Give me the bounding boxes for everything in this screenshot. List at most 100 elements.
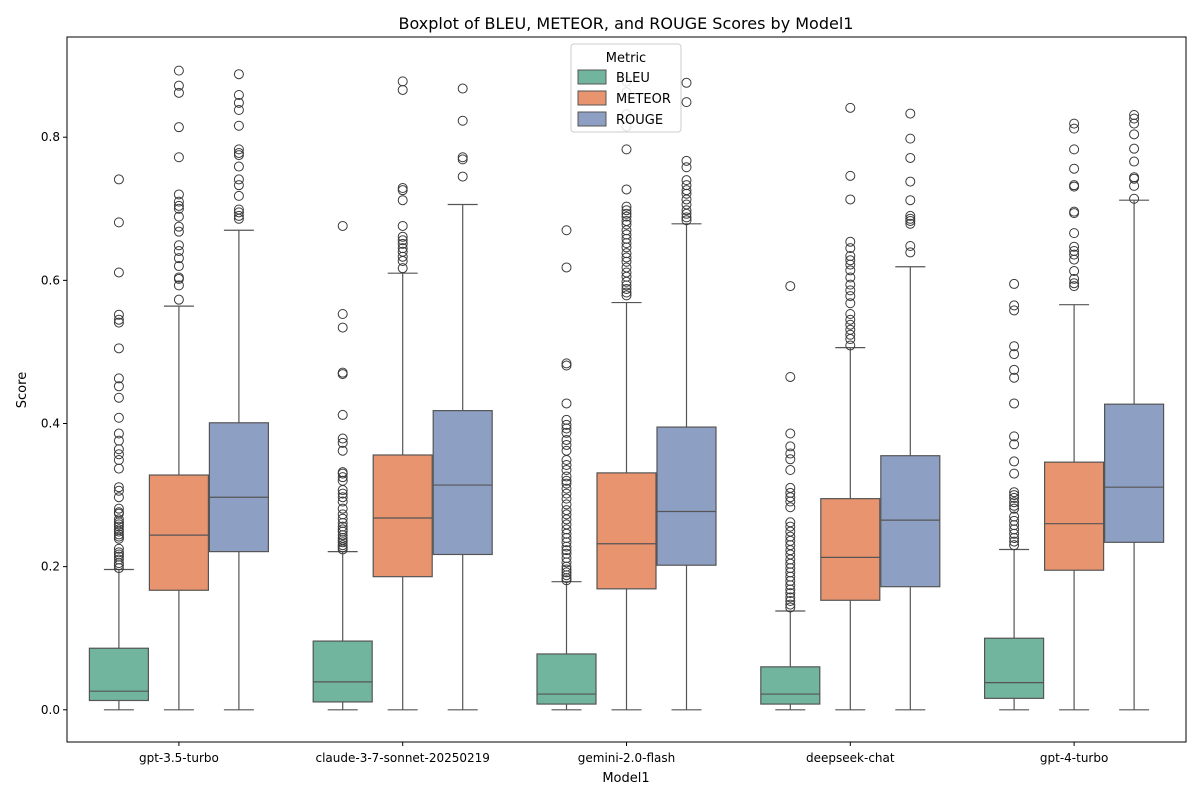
iqr-box [880, 455, 941, 588]
outlier-point [621, 280, 632, 291]
outlier-point [785, 428, 796, 439]
outlier-point [233, 120, 244, 131]
outlier-point [1069, 163, 1080, 174]
outlier-point [621, 211, 632, 222]
outlier-point [113, 314, 124, 325]
outlier-point [337, 468, 348, 479]
outlier-point [457, 171, 468, 182]
outlier-point [561, 488, 572, 499]
outlier-point [1129, 180, 1140, 191]
outlier-point [337, 409, 348, 420]
outlier-point [173, 189, 184, 200]
outlier-point [397, 195, 408, 206]
outlier-point [397, 183, 408, 194]
outlier-point [681, 215, 692, 226]
outlier-point [845, 194, 856, 205]
outlier-point [337, 472, 348, 483]
outlier-point [1009, 487, 1020, 498]
outlier-point [1129, 118, 1140, 129]
iqr-box [432, 410, 493, 556]
outlier-point [1069, 281, 1080, 292]
outlier-point [397, 231, 408, 242]
box-meteor-1 [372, 76, 433, 711]
outlier-point [337, 433, 348, 444]
outlier-point [621, 256, 632, 267]
outlier-point [113, 309, 124, 320]
outlier-point [785, 441, 796, 452]
outlier-point [681, 208, 692, 219]
outlier-point [1009, 468, 1020, 479]
outlier-point [681, 162, 692, 173]
outlier-point [845, 314, 856, 325]
outlier-point [337, 220, 348, 231]
outlier-point [457, 152, 468, 163]
outlier-point [561, 434, 572, 445]
x-tick-label: deepseek-chat [806, 751, 895, 765]
box-rouge-0 [208, 69, 269, 711]
outlier-point [845, 334, 856, 345]
outlier-point [561, 465, 572, 476]
outlier-point [173, 273, 184, 284]
outlier-point [173, 152, 184, 163]
outlier-point [113, 521, 124, 532]
outlier-point [173, 294, 184, 305]
outlier-point [1009, 305, 1020, 316]
outlier-point [561, 519, 572, 530]
outlier-point [905, 152, 916, 163]
outlier-point [785, 596, 796, 606]
y-axis-label: Score [15, 372, 30, 408]
outlier-point [845, 291, 856, 302]
x-tick-label: gpt-4-turbo [1040, 751, 1108, 765]
outlier-point [113, 449, 124, 460]
outlier-point [1009, 490, 1020, 501]
outlier-point [1009, 536, 1020, 547]
outlier-point [905, 195, 916, 206]
iqr-box [88, 647, 150, 702]
outlier-point [621, 205, 632, 216]
outlier-point [785, 448, 796, 459]
outlier-point [1009, 431, 1020, 442]
outlier-point [173, 65, 184, 76]
outlier-point [233, 97, 244, 108]
outlier-point [233, 161, 244, 172]
outlier-point [1009, 300, 1020, 311]
outlier-point [845, 308, 856, 319]
outlier-point [845, 324, 856, 335]
outlier-point [113, 267, 124, 278]
outlier-point [681, 188, 692, 199]
outlier-point [845, 243, 856, 254]
outlier-point [681, 155, 692, 166]
iqr-box [372, 454, 433, 578]
outlier-point [173, 200, 184, 211]
x-axis-label: Model1 [602, 771, 649, 786]
box-bleu-3 [760, 281, 821, 711]
outlier-point [1069, 278, 1080, 289]
outlier-point [561, 360, 572, 371]
outlier-point [113, 485, 124, 496]
outlier-point [397, 263, 408, 274]
outlier-point [785, 521, 796, 532]
outlier-point [397, 76, 408, 87]
outlier-point [845, 298, 856, 309]
outlier-point [113, 533, 124, 544]
outlier-point [233, 105, 244, 116]
iqr-box [1103, 403, 1165, 543]
outlier-point [621, 144, 632, 155]
legend-label-rouge: ROUGE [616, 113, 663, 128]
outlier-point [233, 174, 244, 185]
outlier-point [561, 545, 572, 556]
outlier-point [1069, 273, 1080, 284]
outlier-point [561, 460, 572, 471]
outlier-point [457, 154, 468, 165]
outlier-point [337, 485, 348, 496]
outlier-point [561, 483, 572, 494]
outlier-point [113, 543, 124, 554]
plot-area [88, 65, 1165, 711]
outlier-point [337, 513, 348, 524]
outlier-point [561, 455, 572, 465]
outlier-point [397, 251, 408, 262]
outlier-point [1069, 266, 1080, 277]
legend-swatch-meteor [577, 90, 607, 106]
outlier-point [621, 184, 632, 195]
outlier-point [1009, 439, 1020, 450]
